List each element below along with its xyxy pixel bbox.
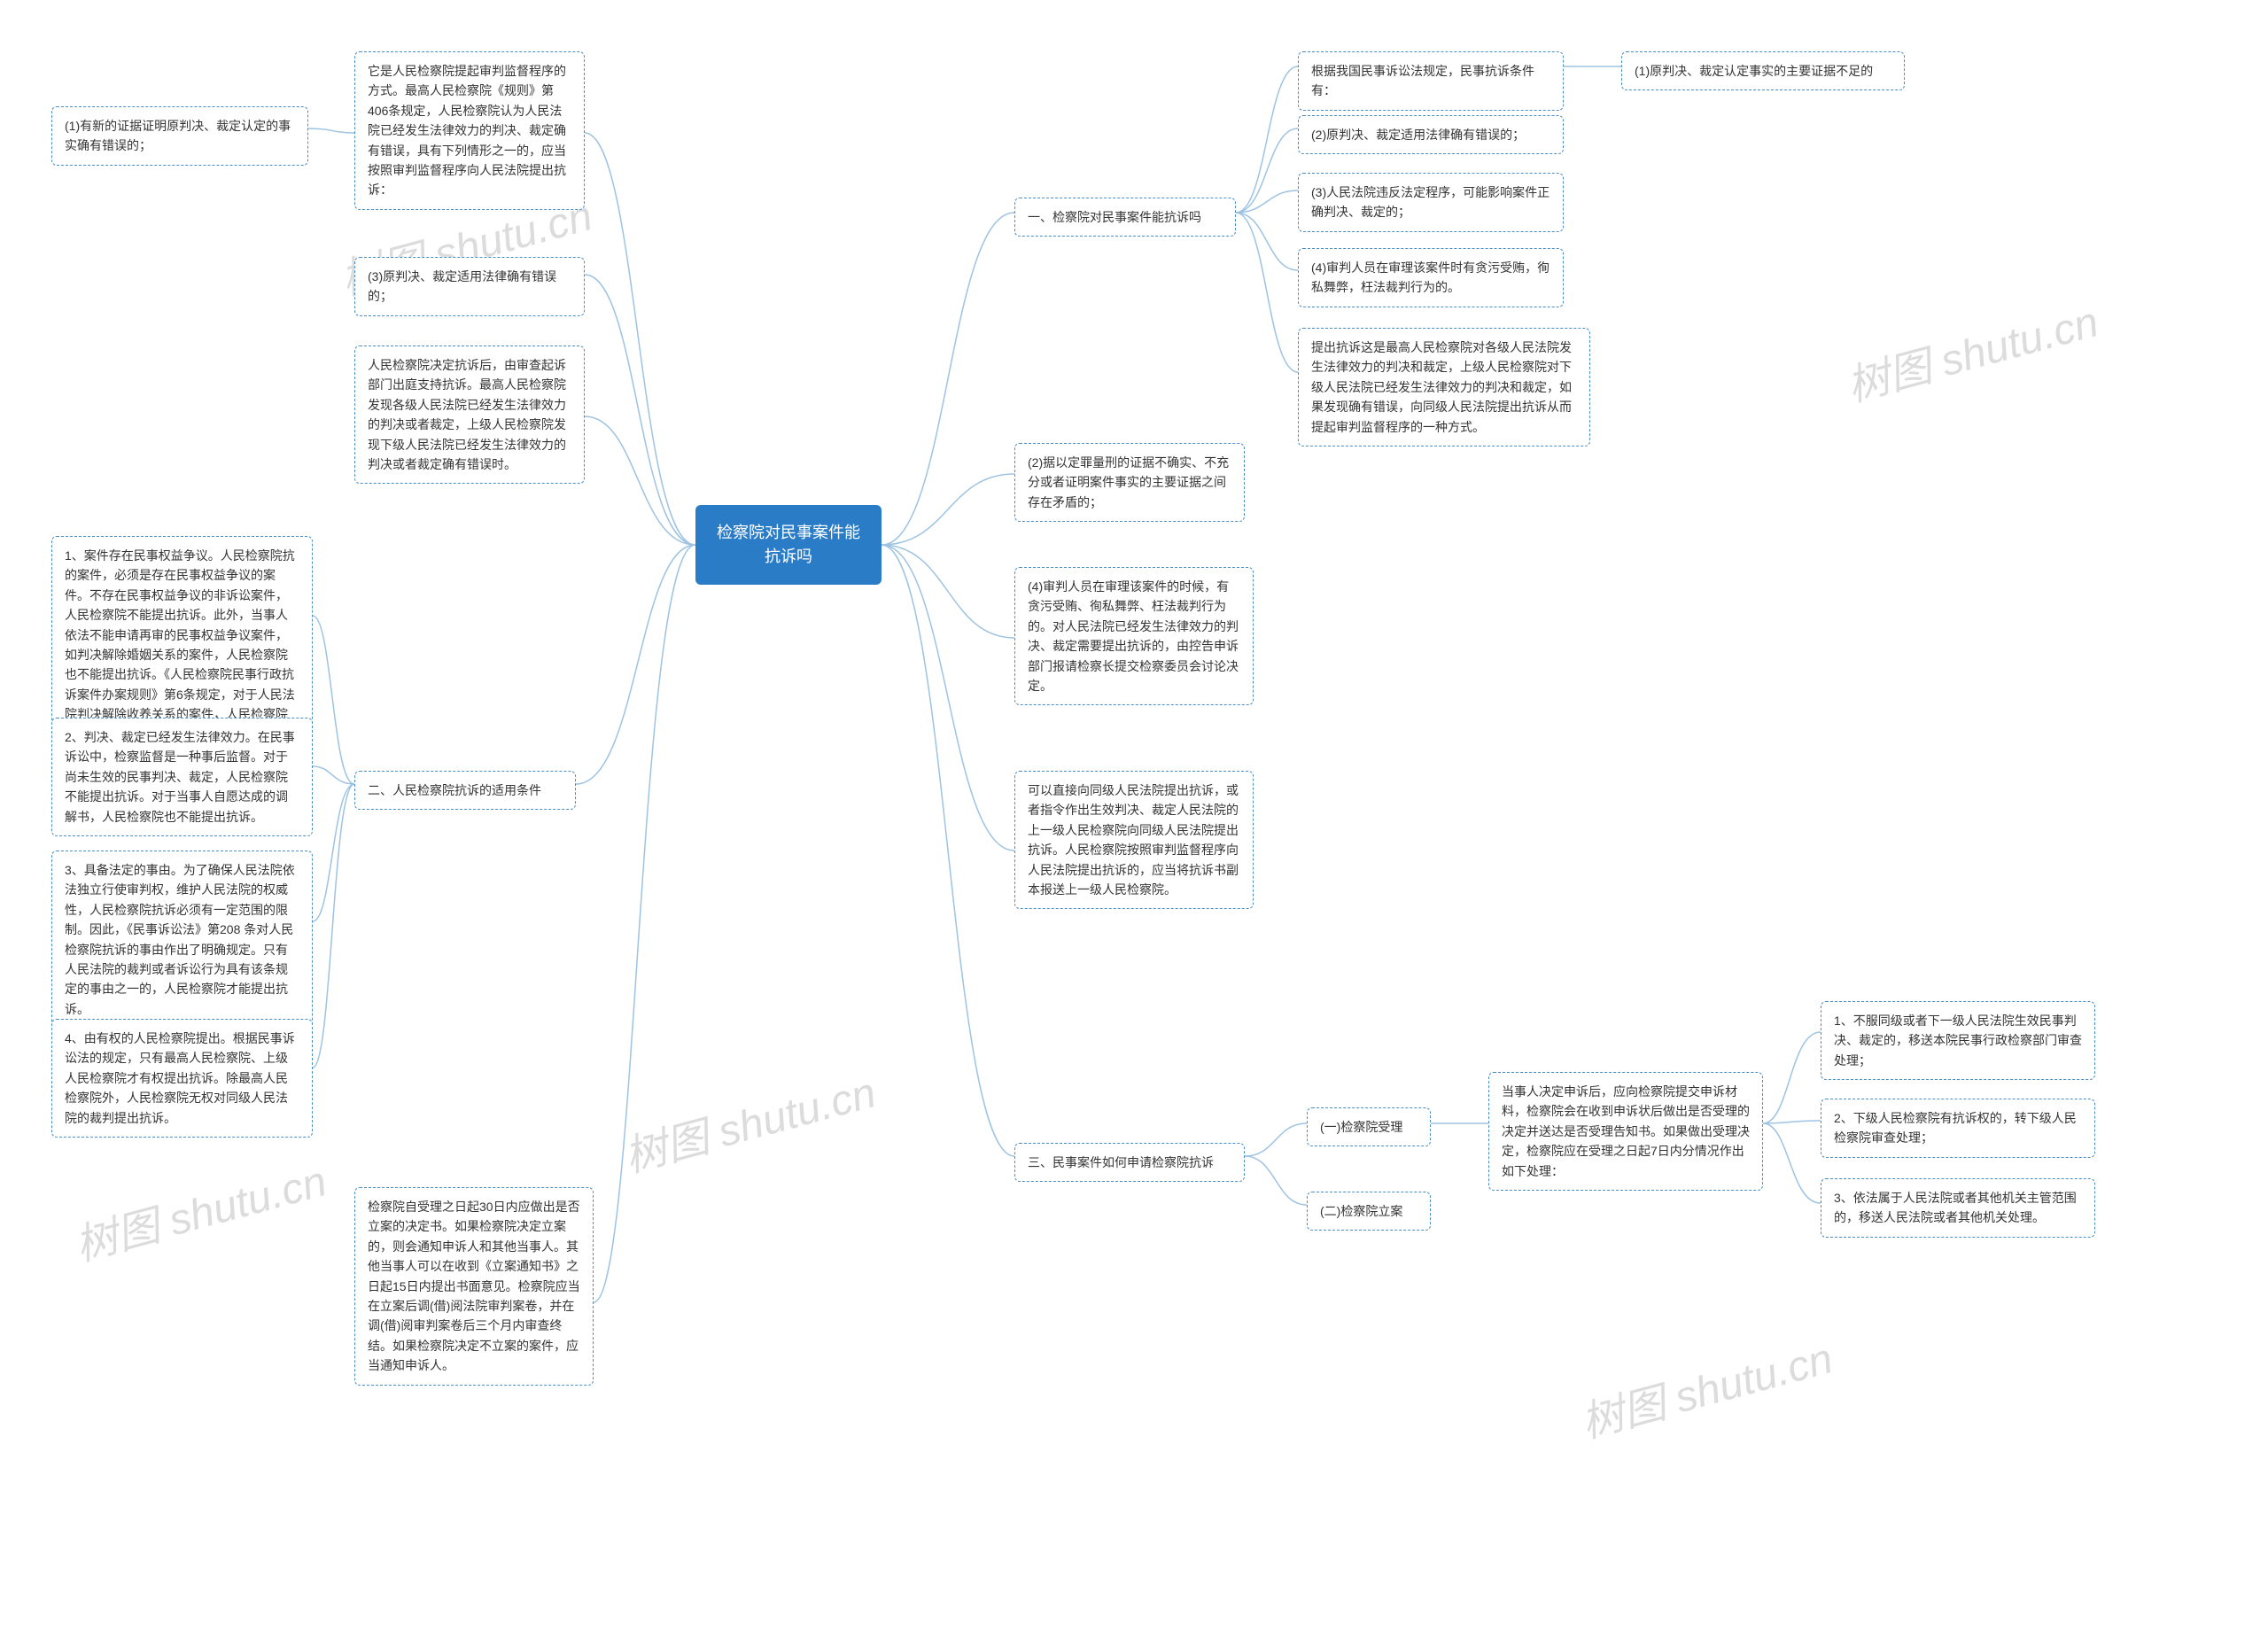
node-r1-c1: (2)原判决、裁定适用法律确有错误的；	[1298, 115, 1564, 154]
node-l4-c2: 3、具备法定的事由。为了确保人民法院依法独立行使审判权，维护人民法院的权威性，人…	[51, 850, 313, 1029]
watermark: 树图 shutu.cn	[617, 1058, 882, 1184]
node-l4-c3: 4、由有权的人民检察院提出。根据民事诉讼法的规定，只有最高人民检察院、上级人民检…	[51, 1019, 313, 1138]
node-l5: 检察院自受理之日起30日内应做出是否立案的决定书。如果检察院决定立案的，则会通知…	[354, 1187, 594, 1386]
watermark: 树图 shutu.cn	[67, 1146, 332, 1273]
node-r5-c0-c0-s1: 2、下级人民检察院有抗诉权的，转下级人民检察院审查处理；	[1821, 1099, 2095, 1158]
node-r4: 可以直接向同级人民法院提出抗诉，或者指令作出生效判决、裁定人民法院的上一级人民检…	[1014, 771, 1254, 909]
node-l1: 它是人民检察院提起审判监督程序的方式。最高人民检察院《规则》第406条规定，人民…	[354, 51, 585, 210]
node-r5-c0: (一)检察院受理	[1307, 1107, 1431, 1146]
node-r5-c0-c0-s0: 1、不服同级或者下一级人民法院生效民事判决、裁定的，移送本院民事行政检察部门审查…	[1821, 1001, 2095, 1080]
node-r5-c0-c0: 当事人决定申诉后，应向检察院提交申诉材料，检察院会在收到申诉状后做出是否受理的决…	[1488, 1072, 1763, 1191]
node-l1-s0: (1)有新的证据证明原判决、裁定认定的事实确有错误的；	[51, 106, 308, 166]
node-r3: (4)审判人员在审理该案件的时候，有贪污受贿、徇私舞弊、枉法裁判行为的。对人民法…	[1014, 567, 1254, 705]
branch-r1: 一、检察院对民事案件能抗诉吗	[1014, 198, 1236, 237]
node-r2: (2)据以定罪量刑的证据不确实、不充分或者证明案件事实的主要证据之间存在矛盾的；	[1014, 443, 1245, 522]
branch-l4: 二、人民检察院抗诉的适用条件	[354, 771, 576, 810]
node-r1-c2: (3)人民法院违反法定程序，可能影响案件正确判决、裁定的；	[1298, 173, 1564, 232]
center-node: 检察院对民事案件能抗诉吗	[695, 505, 882, 585]
node-r5-c1: (二)检察院立案	[1307, 1192, 1431, 1231]
node-r1-c0-s0: (1)原判决、裁定认定事实的主要证据不足的	[1621, 51, 1905, 90]
node-r5-c0-c0-s2: 3、依法属于人民法院或者其他机关主管范围的，移送人民法院或者其他机关处理。	[1821, 1178, 2095, 1238]
node-l4-c1: 2、判决、裁定已经发生法律效力。在民事诉讼中，检察监督是一种事后监督。对于尚未生…	[51, 718, 313, 836]
watermark: 树图 shutu.cn	[1839, 287, 2104, 414]
node-l2: (3)原判决、裁定适用法律确有错误的；	[354, 257, 585, 316]
node-l3: 人民检察院决定抗诉后，由审查起诉部门出庭支持抗诉。最高人民检察院发现各级人民法院…	[354, 346, 585, 484]
branch-r5: 三、民事案件如何申请检察院抗诉	[1014, 1143, 1245, 1182]
node-r1-c0: 根据我国民事诉讼法规定，民事抗诉条件有：	[1298, 51, 1564, 111]
node-r1-c4: 提出抗诉这是最高人民检察院对各级人民法院发生法律效力的判决和裁定，上级人民检察院…	[1298, 328, 1590, 447]
watermark: 树图 shutu.cn	[1573, 1324, 1838, 1450]
node-r1-c3: (4)审判人员在审理该案件时有贪污受贿，徇私舞弊，枉法裁判行为的。	[1298, 248, 1564, 307]
